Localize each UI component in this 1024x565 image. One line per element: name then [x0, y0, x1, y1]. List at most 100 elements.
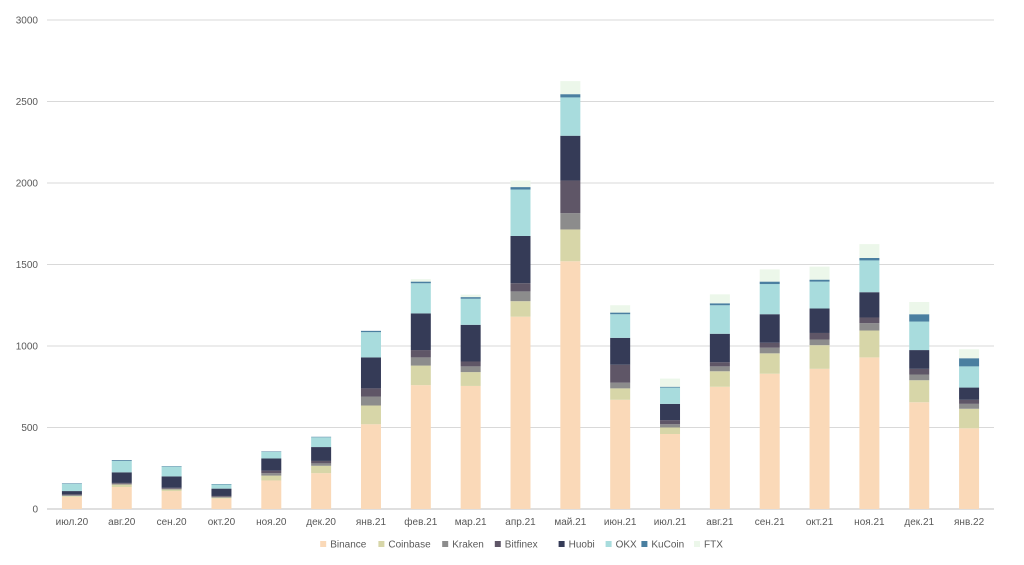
bar-segment-kucoin — [360, 330, 381, 333]
bar-segment-coinbase — [560, 229, 581, 262]
x-tick-label: янв.21 — [356, 517, 387, 528]
bar-segment-bitfinex — [261, 470, 282, 474]
bar-segment-huobi — [660, 403, 681, 421]
bar-segment-kraken — [161, 488, 182, 490]
bar-segment-huobi — [111, 472, 132, 483]
legend-item-ftx: FTX — [694, 540, 723, 551]
x-axis-tick-labels: июл.20 авг.20 сен.20 окт.20 ноя.20 дек.20 янв.… — [56, 516, 985, 528]
bar-segment-kucoin — [460, 297, 481, 299]
bar-segment-bitfinex — [709, 362, 730, 367]
bar-segment-bitfinex — [360, 388, 381, 397]
bar-segment-coinbase — [759, 353, 780, 374]
bar-segment-ftx — [560, 81, 581, 95]
bar-segment-binance — [111, 487, 132, 509]
bar-segment-binance — [809, 368, 830, 509]
bar-segment-okx — [560, 97, 581, 136]
y-tick-label: 500 — [21, 423, 38, 434]
legend-label: Coinbase — [388, 540, 431, 551]
x-tick-label: июл.20 — [56, 517, 89, 528]
bar-stack — [111, 460, 132, 509]
bar-segment-huobi — [909, 350, 930, 369]
y-tick-label: 1500 — [16, 260, 39, 271]
bar-segment-ftx — [909, 301, 930, 315]
x-tick-label: дек.20 — [306, 517, 336, 528]
bar-segment-ftx — [510, 180, 531, 188]
legend-item-binance: Binance — [320, 540, 367, 551]
bar-stack — [809, 266, 830, 509]
bar-segment-huobi — [560, 135, 581, 181]
legend-swatch — [378, 541, 385, 547]
bar-segment-coinbase — [510, 301, 531, 317]
bar-stack — [759, 269, 780, 509]
bar-segment-kraken — [560, 213, 581, 230]
bar-segment-bitfinex — [460, 361, 481, 367]
y-tick-label: 2000 — [16, 179, 39, 190]
bar-segment-huobi — [360, 357, 381, 389]
legend-swatch — [442, 541, 449, 547]
x-tick-label: ноя.20 — [256, 517, 287, 528]
x-tick-label: сен.20 — [157, 517, 187, 528]
bar-segment-binance — [211, 498, 232, 509]
x-tick-label: апр.21 — [505, 517, 536, 528]
bar-segment-kraken — [111, 483, 132, 485]
legend-swatch — [494, 541, 501, 547]
bar-segment-coinbase — [909, 380, 930, 403]
bar-stack — [211, 484, 232, 509]
x-tick-label: сен.21 — [755, 517, 785, 528]
bar-stack — [709, 294, 730, 509]
bar-segment-okx — [410, 283, 431, 314]
bar-segment-huobi — [261, 458, 282, 471]
bar-segment-kucoin — [709, 303, 730, 306]
bar-segment-bitfinex — [959, 399, 980, 404]
bar-segment-kraken — [360, 396, 381, 406]
bar-segment-kucoin — [560, 94, 581, 98]
bar-segment-huobi — [311, 447, 332, 461]
y-tick-label: 2500 — [16, 97, 39, 108]
bar-stack — [660, 378, 681, 509]
bar-segment-ftx — [859, 244, 880, 258]
bar-segment-okx — [510, 189, 531, 236]
bar-segment-bitfinex — [61, 494, 82, 496]
bar-segment-kraken — [660, 424, 681, 428]
bar-segment-bitfinex — [111, 482, 132, 484]
bar-segment-binance — [709, 386, 730, 509]
bar-segment-kraken — [709, 366, 730, 372]
bar-segment-binance — [311, 473, 332, 509]
bar-segment-coinbase — [61, 495, 82, 497]
bar-segment-binance — [410, 385, 431, 509]
bar-segment-coinbase — [809, 345, 830, 369]
legend-label: Huobi — [569, 540, 595, 551]
x-tick-label: ноя.21 — [854, 517, 885, 528]
bar-segment-kraken — [211, 496, 232, 498]
bar-segment-okx — [660, 387, 681, 404]
bar-segment-binance — [460, 385, 481, 509]
legend-item-kraken: Kraken — [442, 540, 484, 551]
bar-segment-huobi — [161, 476, 182, 488]
bar-segment-coinbase — [161, 489, 182, 492]
bar-segment-huobi — [859, 292, 880, 318]
bar-segment-okx — [709, 305, 730, 334]
legend-label: Bitfinex — [505, 540, 538, 551]
bar-segment-huobi — [759, 314, 780, 343]
legend-label: KuCoin — [651, 540, 684, 551]
bar-segment-okx — [859, 260, 880, 293]
bar-stack — [560, 81, 581, 509]
bar-segment-binance — [909, 402, 930, 509]
bar-stack — [61, 483, 82, 509]
bar-stack — [859, 244, 880, 509]
bar-segment-bitfinex — [859, 317, 880, 324]
bar-segment-binance — [560, 261, 581, 509]
bar-segment-kraken — [909, 374, 930, 381]
bar-segment-coinbase — [111, 484, 132, 487]
bar-segment-okx — [211, 484, 232, 489]
bar-segment-okx — [610, 314, 631, 338]
legend-swatch — [558, 541, 565, 547]
bar-stack — [510, 180, 531, 509]
bar-segment-huobi — [211, 488, 232, 496]
bar-segment-kraken — [809, 339, 830, 346]
x-tick-label: янв.22 — [954, 517, 985, 528]
y-tick-label: 3000 — [16, 16, 39, 27]
bar-segment-bitfinex — [161, 487, 182, 489]
y-axis-tick-labels: 0 500 1000 1500 2000 2500 3000 — [16, 16, 39, 516]
